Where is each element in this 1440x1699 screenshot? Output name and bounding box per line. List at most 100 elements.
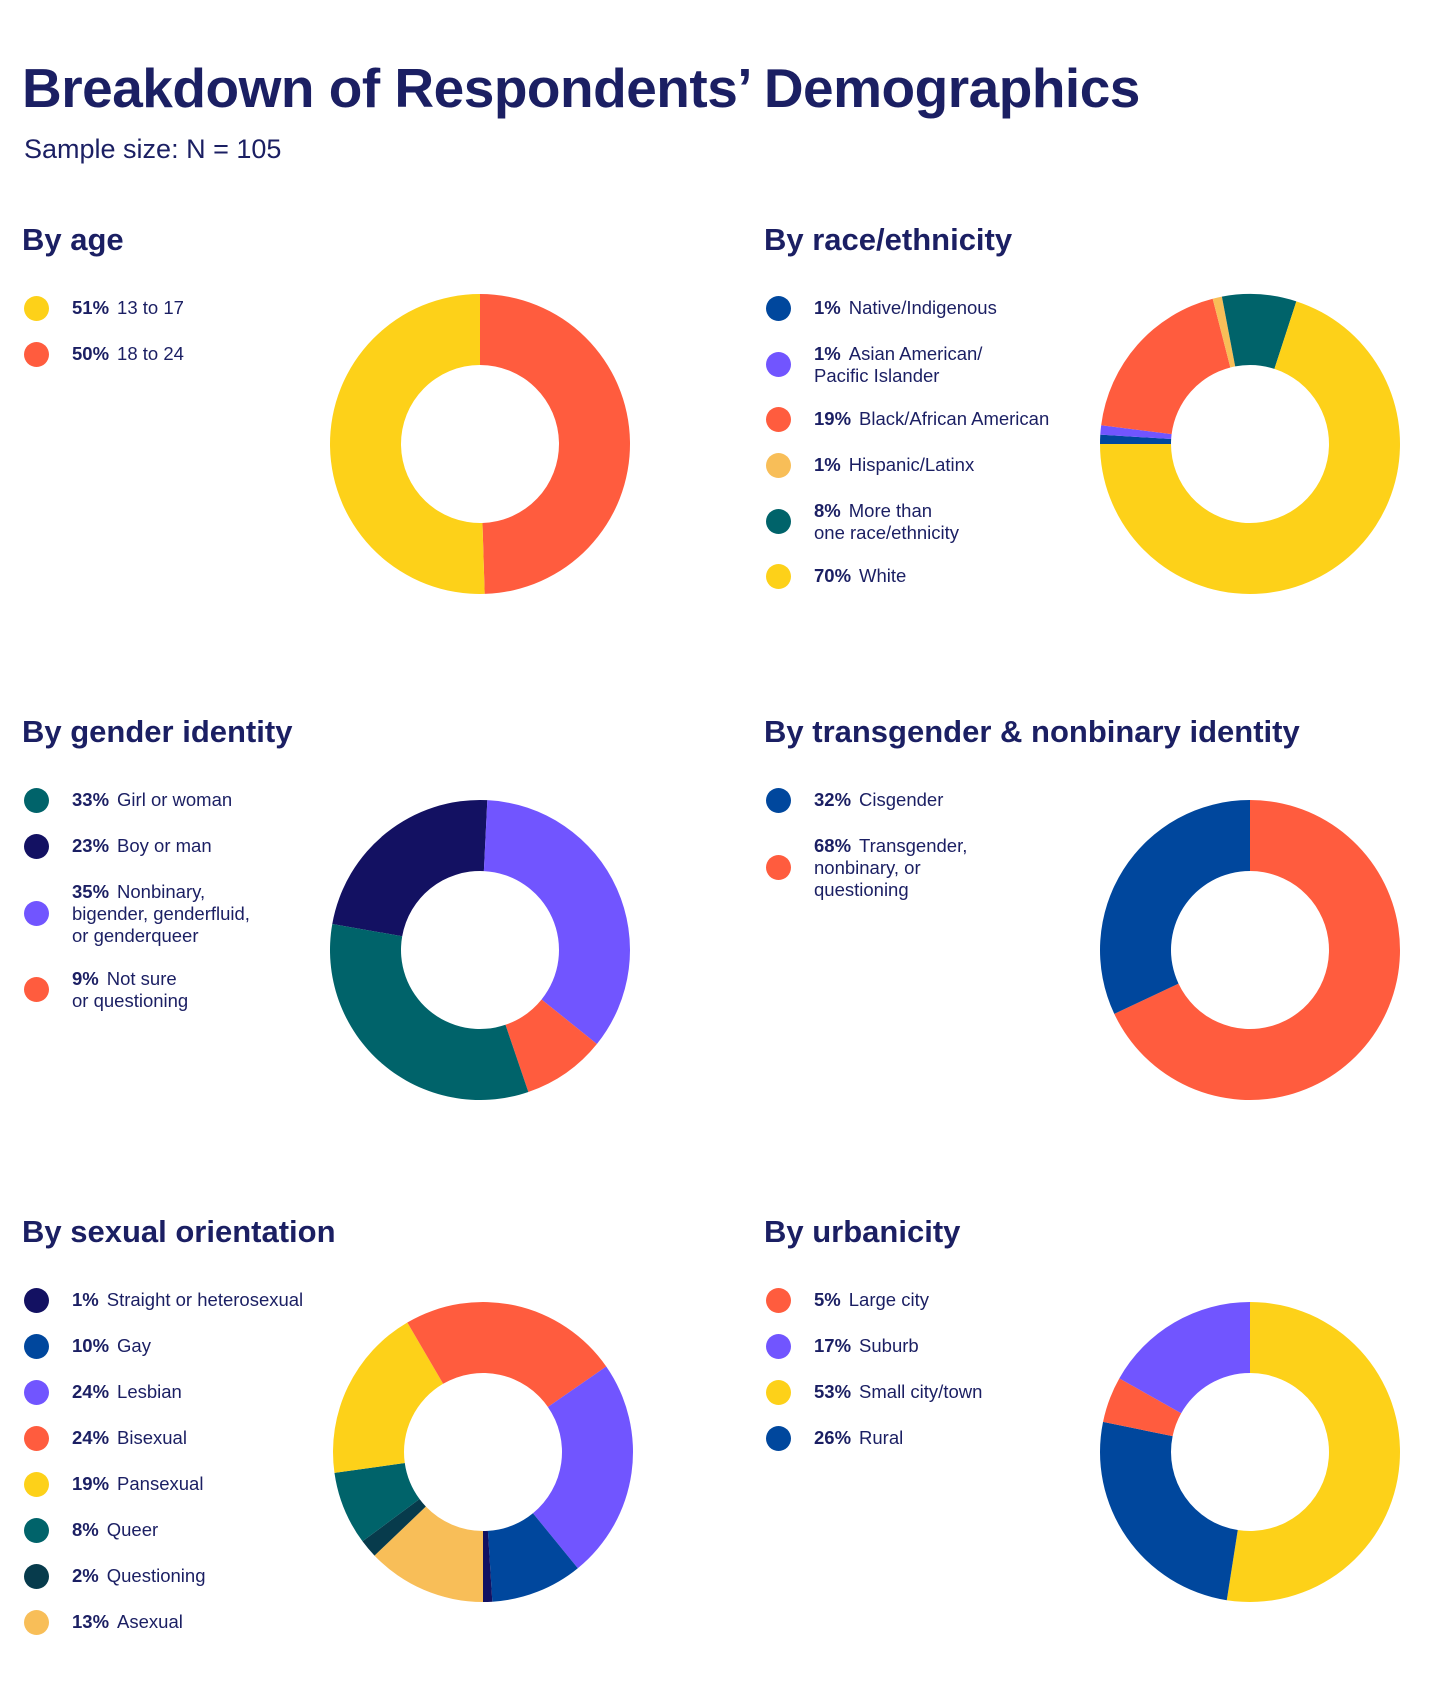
legend-text: 53% Small city/town: [814, 1378, 982, 1403]
legend-item-suburb: 17% Suburb: [764, 1332, 982, 1360]
legend-swatch: [24, 901, 49, 926]
legend-text: 35% Nonbinary, bigender, genderfluid, or ge…: [72, 878, 250, 947]
slice-lesbian: [532, 1366, 633, 1569]
slice-rural: [1100, 1421, 1238, 1601]
legend-text: 9% Not sure or questioning: [72, 965, 250, 1012]
legend-percent: 10%: [72, 1335, 110, 1356]
legend-swatch: [24, 1334, 49, 1359]
legend-item-straight-or-heterosexual: 1% Straight or heterosexual: [22, 1286, 303, 1314]
legend-item-more-than-one-race-ethnicity: 8% More than one race/ethnicity: [764, 497, 1049, 544]
slice-girl-or-woman: [329, 923, 529, 1100]
slice-hispanic-latinx: [1212, 296, 1236, 368]
legend-label: Straight or heterosexual: [106, 1289, 304, 1310]
legend-text: 32% Cisgender: [814, 786, 967, 811]
panel-by-gender-identity: By gender identity 33% Girl or woman 23% Bo…: [22, 714, 722, 1134]
donut-chart: [333, 1302, 633, 1602]
slice-gay: [487, 1513, 578, 1602]
legend-text: 19% Black/African American: [814, 405, 1049, 430]
legend-percent: 17%: [814, 1335, 852, 1356]
legend-text: 33% Girl or woman: [72, 786, 250, 811]
legend-item-lesbian: 24% Lesbian: [22, 1378, 303, 1406]
legend-label: Suburb: [859, 1335, 919, 1356]
legend-text: 1% Straight or heterosexual: [72, 1286, 303, 1311]
legend: 32% Cisgender 68% Transgender, nonbinary, or…: [764, 786, 967, 919]
legend-percent: 23%: [72, 835, 110, 856]
legend: 1% Native/Indigenous 1% Asian American/Paci…: [764, 294, 1049, 608]
legend-item-nonbinary-bigender-genderfluid-or-genderqueer: 35% Nonbinary, bigender, genderfluid, or ge…: [22, 878, 250, 947]
legend-swatch: [24, 1426, 49, 1451]
legend-item-queer: 8% Queer: [22, 1516, 303, 1544]
legend-item-girl-or-woman: 33% Girl or woman: [22, 786, 250, 814]
legend-item-small-city-town: 53% Small city/town: [764, 1378, 982, 1406]
panel-title: By age: [22, 222, 124, 257]
legend-percent: 19%: [72, 1473, 110, 1494]
legend: 51% 13 to 17 50% 18 to 24: [22, 294, 184, 386]
legend-swatch: [766, 509, 791, 534]
legend-text: 50% 18 to 24: [72, 340, 184, 365]
legend-swatch: [766, 564, 791, 589]
panel-by-transgender-nonbinary: By transgender & nonbinary identity 32% C…: [764, 714, 1440, 1134]
legend-label: More than one race/ethnicity: [814, 500, 960, 543]
legend-item-not-sure-or-questioning: 9% Not sure or questioning: [22, 965, 250, 1012]
legend: 33% Girl or woman 23% Boy or man 35% Nonbinar…: [22, 786, 250, 1030]
slice-not-sure-or-questioning: [505, 999, 597, 1092]
slice-13-to-17: [329, 294, 485, 594]
legend-text: 1% Hispanic/Latinx: [814, 451, 1049, 476]
legend-item-boy-or-man: 23% Boy or man: [22, 832, 250, 860]
legend-percent: 24%: [72, 1381, 110, 1402]
legend-percent: 32%: [814, 789, 852, 810]
legend-swatch: [766, 788, 791, 813]
legend-percent: 19%: [814, 408, 852, 429]
legend-item-rural: 26% Rural: [764, 1424, 982, 1452]
legend-label: Pansexual: [117, 1473, 204, 1494]
legend-percent: 1%: [814, 454, 841, 475]
legend-text: 19% Pansexual: [72, 1470, 303, 1495]
donut-chart: [1100, 800, 1400, 1100]
slice-cisgender: [1100, 800, 1250, 1014]
legend-swatch: [766, 1288, 791, 1313]
legend-label: Nonbinary, bigender, genderfluid, or gende…: [72, 881, 250, 946]
legend-text: 23% Boy or man: [72, 832, 250, 857]
legend-text: 26% Rural: [814, 1424, 982, 1449]
legend-swatch: [24, 977, 49, 1002]
legend-percent: 8%: [814, 500, 841, 521]
legend-item-gay: 10% Gay: [22, 1332, 303, 1360]
legend-swatch: [766, 352, 791, 377]
legend-swatch: [24, 788, 49, 813]
legend-label: Boy or man: [117, 835, 212, 856]
legend-text: 68% Transgender, nonbinary, or questioning: [814, 832, 967, 901]
legend-percent: 68%: [814, 835, 852, 856]
panel-by-age: By age 51% 13 to 17 50% 18 to 24: [22, 222, 722, 642]
panel-title: By gender identity: [22, 714, 293, 749]
panel-title: By transgender & nonbinary identity: [764, 714, 1300, 749]
legend-label: Asexual: [117, 1611, 183, 1632]
slice-straight-or-heterosexual: [483, 1530, 493, 1602]
legend-percent: 24%: [72, 1427, 110, 1448]
legend-percent: 1%: [72, 1289, 99, 1310]
legend-percent: 1%: [814, 343, 841, 364]
legend-text: 13% Asexual: [72, 1608, 303, 1633]
legend-text: 1% Native/Indigenous: [814, 294, 1049, 319]
legend-item-asexual: 13% Asexual: [22, 1608, 303, 1636]
legend-label: Gay: [117, 1335, 151, 1356]
legend-percent: 51%: [72, 297, 110, 318]
slice-black-african-american: [1101, 298, 1231, 435]
legend-label: Transgender, nonbinary, or questioning: [814, 835, 968, 900]
legend-swatch: [766, 1334, 791, 1359]
slice-18-to-24: [480, 294, 630, 594]
slice-nonbinary-bigender-genderfluid-or-genderqueer: [483, 800, 630, 1044]
legend-label: 13 to 17: [117, 297, 184, 318]
sample-size-subtitle: Sample size: N = 105: [24, 134, 282, 164]
slice-white: [1100, 301, 1400, 594]
legend-item-bisexual: 24% Bisexual: [22, 1424, 303, 1452]
legend-percent: 26%: [814, 1427, 852, 1448]
legend-label: Large city: [848, 1289, 929, 1310]
legend-label: Cisgender: [859, 789, 944, 810]
legend-label: Small city/town: [859, 1381, 983, 1402]
legend-percent: 35%: [72, 881, 110, 902]
legend-percent: 13%: [72, 1611, 110, 1632]
slice-more-than-one-race-ethnicity: [1221, 294, 1297, 369]
legend-label: 18 to 24: [117, 343, 184, 364]
legend-item-black-african-american: 19% Black/African American: [764, 405, 1049, 433]
panel-by-urbanicity: By urbanicity 5% Large city 17% Suburb 53% Sm…: [764, 1214, 1440, 1634]
